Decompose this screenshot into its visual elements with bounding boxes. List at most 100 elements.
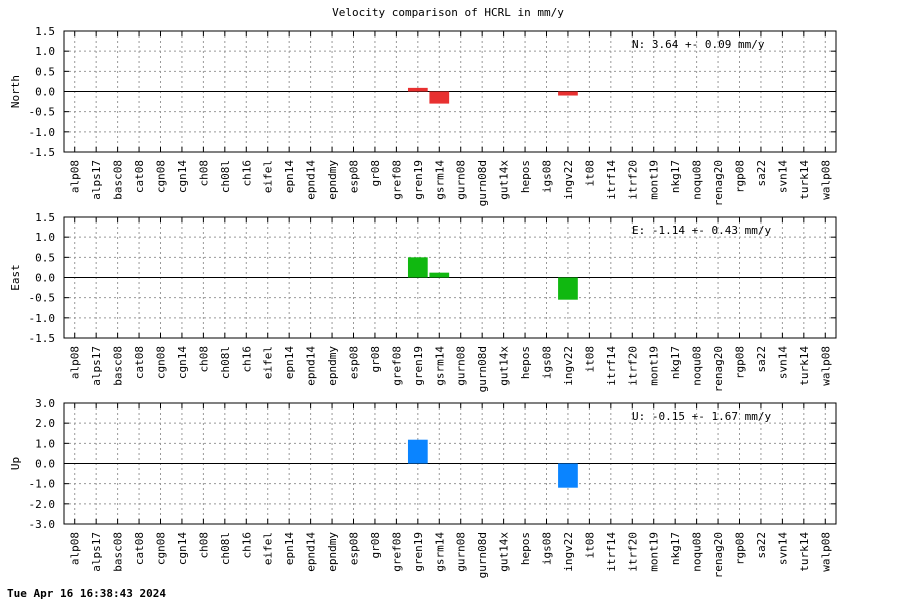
- y-tick-label: -1.5: [29, 146, 56, 159]
- x-tick-label: rgp08: [734, 346, 747, 379]
- velocity-annotation: N: 3.64 +- 0.09 mm/y: [632, 38, 765, 51]
- x-tick-label: mont19: [648, 532, 661, 572]
- x-tick-label: itrf20: [626, 346, 639, 386]
- x-tick-label: epndmy: [326, 160, 339, 200]
- x-tick-label: renag20: [712, 346, 725, 392]
- y-tick-label: -1.5: [29, 332, 56, 345]
- panel-east: 1.5 1.0 0.5 0.0 -0.5 -1.0 -1.5 alp08 alps17 basc0…: [9, 211, 837, 392]
- x-tick-label: nkg17: [669, 532, 682, 565]
- x-tick-label: cgn08: [155, 532, 168, 565]
- x-tick-label: itrf14: [605, 346, 618, 386]
- y-tick-label: -3.0: [29, 518, 56, 531]
- x-tick-label: cat08: [133, 160, 146, 193]
- x-tick-label: gurn08: [455, 160, 468, 200]
- velocity-annotation: U: -0.15 +- 1.67 mm/y: [632, 410, 771, 423]
- x-tick-label: cgn14: [176, 346, 189, 379]
- x-tick-label: walp08: [819, 532, 832, 572]
- y-tick-label: -1.0: [29, 312, 56, 325]
- y-tick-label: -1.0: [29, 478, 56, 491]
- x-tick-label: nkg17: [669, 346, 682, 379]
- x-tick-label: alp08: [69, 532, 82, 565]
- x-tick-label: epndmy: [326, 346, 339, 386]
- bar-ingv22: [558, 463, 578, 488]
- velocity-annotation: E: -1.14 +- 0.43 mm/y: [632, 224, 771, 237]
- x-tick-label: ch08l: [219, 160, 232, 193]
- x-tick-label: sa22: [755, 346, 768, 373]
- x-tick-label: epnd14: [305, 346, 318, 386]
- x-tick-label: igs08: [541, 160, 554, 193]
- y-tick-label: -0.5: [29, 292, 56, 305]
- bar-gsrm14: [429, 272, 450, 278]
- x-tick-label: ch08: [197, 346, 210, 373]
- x-tick-label: cgn14: [176, 160, 189, 193]
- y-axis-label: Up: [9, 457, 22, 470]
- x-tick-label: ch16: [240, 532, 253, 559]
- x-tick-label: gut14x: [498, 532, 511, 572]
- y-tick-label: 1.0: [35, 45, 55, 58]
- y-tick-label: -0.5: [29, 106, 56, 119]
- y-axis-label: East: [9, 264, 22, 291]
- y-tick-label: 1.5: [35, 211, 55, 224]
- x-tick-label: turk14: [798, 160, 811, 200]
- x-tick-label: eifel: [262, 346, 275, 379]
- x-tick-label: gut14x: [498, 346, 511, 386]
- x-tick-label: svn14: [776, 160, 789, 193]
- bar-ingv22: [558, 277, 578, 300]
- x-tick-label: basc08: [112, 346, 125, 386]
- x-tick-label: ch08: [197, 532, 210, 559]
- x-tick-label: itrf14: [605, 160, 618, 200]
- x-tick-label: sa22: [755, 532, 768, 559]
- panel-up: 3.0 2.0 1.0 0.0 -1.0 -2.0 -3.0 alp08 alps17 basc0…: [9, 397, 837, 578]
- x-tick-label: mont19: [648, 346, 661, 386]
- x-tick-label: basc08: [112, 532, 125, 572]
- x-tick-label: svn14: [776, 532, 789, 565]
- x-tick-label: noqu08: [691, 532, 704, 572]
- x-tick-label: cgn08: [155, 160, 168, 193]
- x-tick-label: gurn08d: [476, 346, 489, 392]
- x-tick-label: eifel: [262, 532, 275, 565]
- x-tick-label: gr08: [369, 346, 382, 373]
- x-tick-label: cgn14: [176, 532, 189, 565]
- x-tick-label: epn14: [283, 532, 296, 565]
- x-tick-label: renag20: [712, 160, 725, 206]
- y-tick-label: -2.0: [29, 498, 56, 511]
- x-tick-label: cgn08: [155, 346, 168, 379]
- x-tick-label: gut14x: [498, 160, 511, 200]
- x-tick-label: gurn08: [455, 346, 468, 386]
- x-tick-label: it08: [583, 532, 596, 559]
- y-tick-label: 0.0: [35, 272, 55, 285]
- x-tick-label: alps17: [90, 532, 103, 572]
- x-tick-label: epn14: [283, 160, 296, 193]
- x-tick-label: hepos: [519, 532, 532, 565]
- y-tick-label: -1.0: [29, 126, 56, 139]
- x-tick-label: noqu08: [691, 346, 704, 386]
- x-tick-label: eifel: [262, 160, 275, 193]
- x-tick-label: mont19: [648, 160, 661, 200]
- x-tick-label: cat08: [133, 346, 146, 379]
- y-tick-label: 3.0: [35, 397, 55, 410]
- x-tick-label: nkg17: [669, 160, 682, 193]
- panel-north: 1.5 1.0 0.5 0.0 -0.5 -1.0 -1.5 alp08 alps17 basc0…: [9, 25, 837, 206]
- bar-gren19: [407, 439, 428, 464]
- x-tick-label: noqu08: [691, 160, 704, 200]
- chart-title: Velocity comparison of HCRL in mm/y: [332, 6, 564, 19]
- x-tick-label: epnd14: [305, 160, 318, 200]
- y-axis-label: North: [9, 75, 22, 108]
- x-tick-label: ch16: [240, 346, 253, 373]
- x-tick-label: esp08: [348, 532, 361, 565]
- x-tick-label: igs08: [541, 346, 554, 379]
- y-tick-label: 1.0: [35, 437, 55, 450]
- x-tick-label: ingv22: [562, 532, 575, 572]
- y-tick-label: 0.5: [35, 65, 55, 78]
- x-tick-label: gr08: [369, 532, 382, 559]
- x-tick-label: gurn08: [455, 532, 468, 572]
- x-tick-label: alp08: [69, 160, 82, 193]
- x-tick-label: gren19: [412, 532, 425, 572]
- x-tick-label: svn14: [776, 346, 789, 379]
- x-tick-label: gref08: [390, 346, 403, 386]
- x-tick-label: cat08: [133, 532, 146, 565]
- bar-gren19: [407, 257, 428, 278]
- x-tick-label: ch08: [197, 160, 210, 187]
- x-tick-label: ch08l: [219, 532, 232, 565]
